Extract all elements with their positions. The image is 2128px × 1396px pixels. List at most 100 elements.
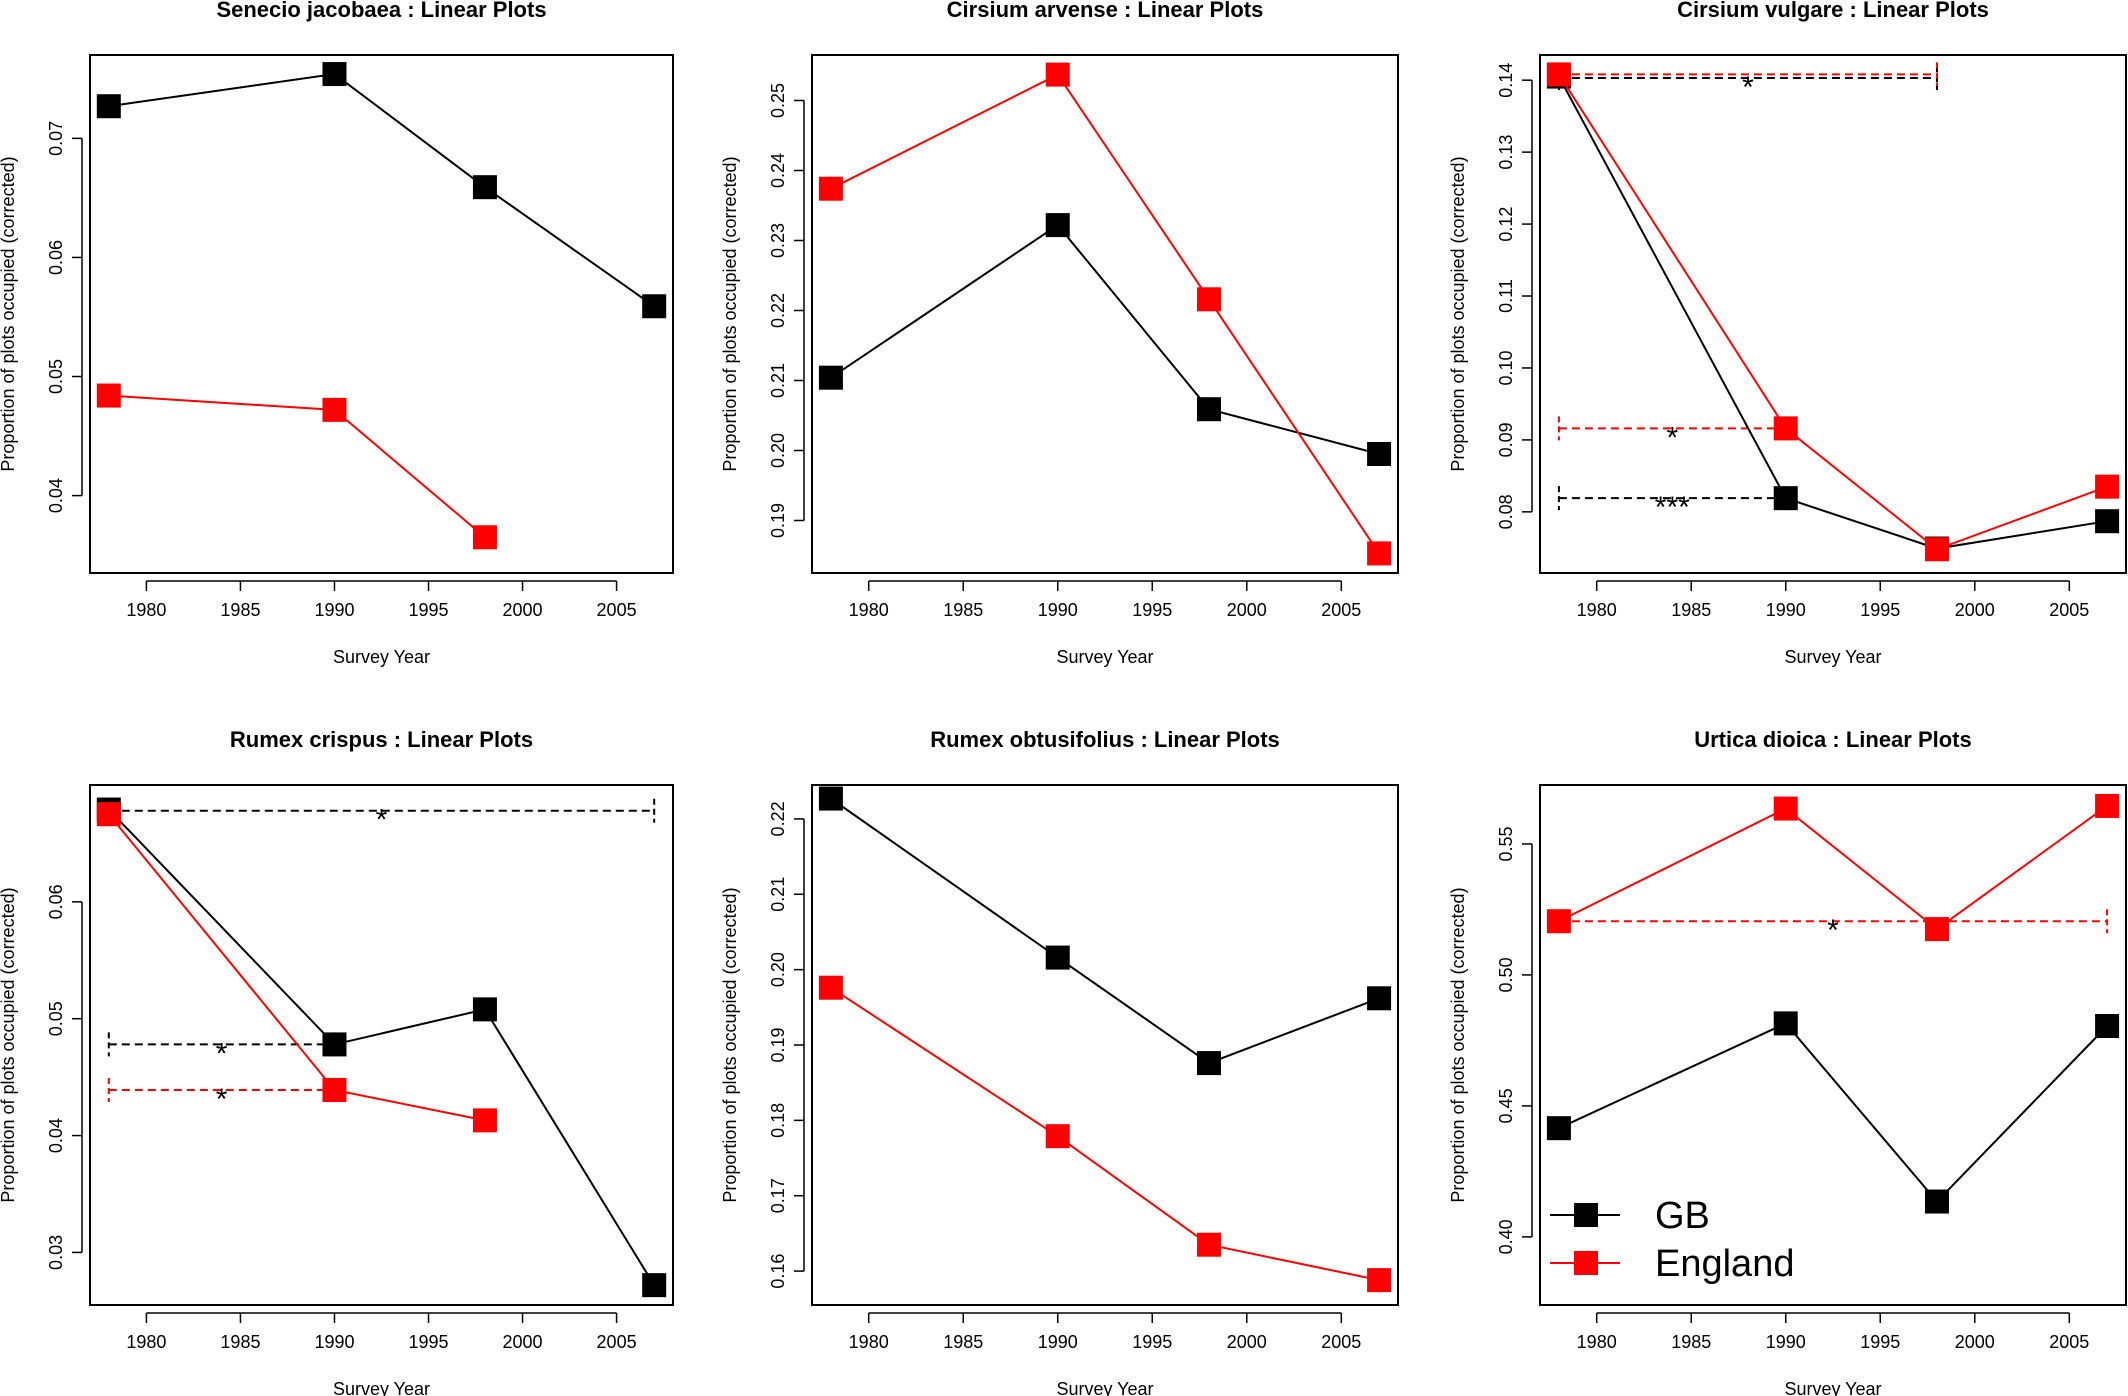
x-tick-label: 2005 <box>2049 1332 2089 1352</box>
data-point-england <box>818 975 843 1000</box>
data-point-gb <box>96 94 121 119</box>
y-tick-label: 0.05 <box>46 1001 66 1036</box>
data-point-gb <box>1546 1116 1571 1141</box>
data-point-gb <box>642 294 667 319</box>
x-tick-label: 1990 <box>314 1332 354 1352</box>
y-tick-label: 0.11 <box>1496 279 1516 313</box>
chart-panel: Cirsium arvense : Linear Plots 1980 1985 19… <box>720 0 1399 667</box>
chart-title: Senecio jacobaea : Linear Plots <box>216 0 546 22</box>
x-tick-label: 1995 <box>408 1332 448 1352</box>
series-line-england <box>830 73 1380 554</box>
x-tick-label: 1980 <box>1577 600 1617 620</box>
data-point-gb <box>1924 1189 1949 1214</box>
data-point-england <box>1924 537 1949 562</box>
x-tick-label: 1985 <box>943 600 983 620</box>
y-tick-label: 0.09 <box>1496 422 1516 457</box>
y-tick-label: 0.12 <box>1496 207 1516 242</box>
plot-frame <box>89 54 674 574</box>
y-tick-label: 0.20 <box>768 952 788 987</box>
y-tick-label: 0.18 <box>768 1103 788 1138</box>
x-tick-label: 2000 <box>1955 1332 1995 1352</box>
y-tick-label: 0.22 <box>768 801 788 836</box>
x-tick-label: 2005 <box>1321 600 1361 620</box>
y-tick-label: 0.13 <box>1496 135 1516 170</box>
data-point-gb <box>1367 986 1392 1011</box>
data-point-england <box>1367 1268 1392 1293</box>
data-point-england <box>472 1108 497 1133</box>
plot-area <box>818 62 1392 566</box>
x-tick-label: 1980 <box>126 1332 166 1352</box>
y-tick-label: 0.25 <box>768 83 788 118</box>
series-line-gb <box>108 73 655 308</box>
data-point-england <box>2095 474 2120 499</box>
data-point-england <box>1045 1124 1070 1149</box>
legend-marker <box>1574 1251 1598 1275</box>
y-tick-label: 0.10 <box>1496 350 1516 385</box>
x-tick-label: 1980 <box>1577 1332 1617 1352</box>
series-line-england <box>830 986 1380 1282</box>
significance-label: *** <box>1655 491 1690 524</box>
x-tick-label: 2000 <box>503 1332 543 1352</box>
data-point-gb <box>472 997 497 1022</box>
data-point-gb <box>1773 486 1798 511</box>
x-tick-label: 1995 <box>1860 600 1900 620</box>
series-line-gb <box>108 808 656 1286</box>
x-tick-label: 1995 <box>408 600 448 620</box>
data-point-england <box>1196 287 1221 312</box>
y-tick-label: 0.03 <box>46 1235 66 1270</box>
data-point-england <box>1546 909 1571 934</box>
significance-label: * <box>1827 914 1839 947</box>
data-point-gb <box>642 1273 667 1298</box>
x-tick-label: 2005 <box>597 1332 637 1352</box>
plot-area: * * * <box>96 797 667 1298</box>
x-tick-label: 1985 <box>943 1332 983 1352</box>
x-tick-label: 2005 <box>597 600 637 620</box>
chart-panel: Rumex obtusifolius : Linear Plots 1980 198… <box>720 727 1399 1396</box>
y-tick-label: 0.20 <box>768 433 788 468</box>
plot-area: ***** <box>1546 62 2120 562</box>
significance-label: * <box>216 1083 228 1116</box>
x-tick-label: 2000 <box>1227 1332 1267 1352</box>
x-tick-label: 1990 <box>314 600 354 620</box>
significance-label: * <box>376 804 388 837</box>
y-axis-title: Proportion of plots occupied (corrected) <box>0 156 18 471</box>
y-axis-title: Proportion of plots occupied (corrected) <box>720 156 740 471</box>
data-point-gb <box>1367 442 1392 466</box>
data-point-england <box>96 802 121 827</box>
series-line-england <box>108 813 486 1122</box>
data-point-gb <box>322 62 347 87</box>
x-tick-label: 1990 <box>1766 1332 1806 1352</box>
data-point-england <box>322 397 347 422</box>
data-point-gb <box>818 786 843 811</box>
x-axis-title: Survey Year <box>1784 1379 1881 1396</box>
x-tick-label: 2000 <box>503 600 543 620</box>
data-point-gb <box>1045 213 1070 238</box>
chart-panel: Cirsium vulgare : Linear Plots 1980 1985 19… <box>1448 0 2127 667</box>
data-point-gb <box>2095 509 2120 534</box>
y-axis-title: Proportion of plots occupied (corrected) <box>0 887 18 1202</box>
y-tick-label: 0.05 <box>46 359 66 394</box>
y-tick-label: 0.16 <box>768 1254 788 1289</box>
series-line-gb <box>830 223 1380 455</box>
data-point-gb <box>472 175 497 200</box>
data-point-england <box>322 1077 347 1102</box>
series-line-gb <box>1558 76 2108 550</box>
data-point-gb <box>322 1032 347 1057</box>
x-tick-label: 2000 <box>1227 600 1267 620</box>
data-point-gb <box>1045 945 1070 970</box>
series-line-england <box>1558 73 2108 551</box>
data-point-gb <box>1196 1051 1221 1076</box>
legend: GB England <box>1550 1195 1794 1285</box>
x-tick-label: 2005 <box>2049 600 2089 620</box>
y-tick-label: 0.55 <box>1496 826 1516 861</box>
data-point-england <box>1773 416 1798 441</box>
legend-label: GB <box>1655 1195 1710 1237</box>
series-line-england <box>1558 805 2108 931</box>
data-point-england <box>96 383 121 408</box>
x-tick-label: 1980 <box>849 1332 889 1352</box>
plot-area: * <box>1546 793 2120 1214</box>
chart-title: Cirsium arvense : Linear Plots <box>947 0 1264 22</box>
x-tick-label: 1985 <box>1671 1332 1711 1352</box>
y-tick-label: 0.07 <box>46 121 66 156</box>
